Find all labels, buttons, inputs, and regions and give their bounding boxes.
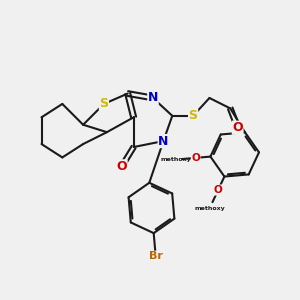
Text: methoxy: methoxy xyxy=(194,206,225,211)
Text: S: S xyxy=(189,109,198,122)
Text: O: O xyxy=(191,153,200,163)
Text: N: N xyxy=(148,92,158,104)
Text: O: O xyxy=(214,185,223,195)
Text: Br: Br xyxy=(149,251,163,261)
Text: N: N xyxy=(158,135,169,148)
Text: O: O xyxy=(116,160,127,173)
Text: O: O xyxy=(232,121,243,134)
Text: S: S xyxy=(99,98,108,110)
Text: methoxy: methoxy xyxy=(160,157,191,162)
